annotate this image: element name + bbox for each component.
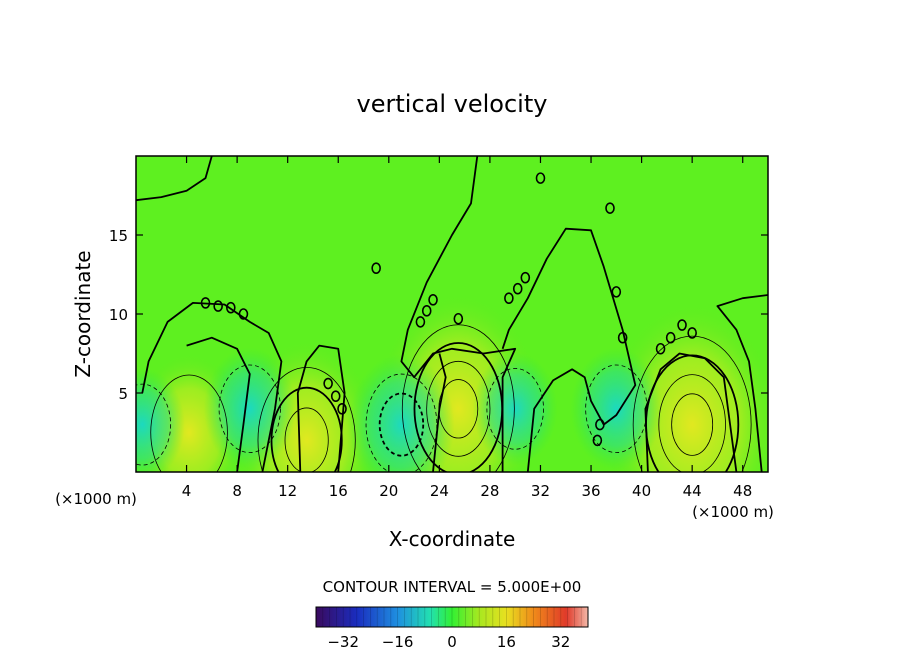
small-contour-loop (687, 327, 697, 339)
small-contour-loop (677, 319, 687, 331)
zero-contour (400, 156, 517, 472)
small-contour-loop (617, 331, 628, 344)
zero-contour (136, 156, 213, 202)
updraft-contour (270, 386, 343, 472)
zero-contour (501, 227, 637, 472)
small-contour-loop (213, 300, 223, 312)
updraft-contour (150, 374, 228, 472)
zero-contour (141, 302, 283, 472)
updraft-contour (426, 360, 491, 457)
downdraft-contour (136, 383, 172, 466)
small-contour-loop (655, 342, 666, 355)
colorbar-tick-label: −32 (327, 633, 359, 651)
small-contour-loop (605, 202, 615, 214)
x-tick-label: 16 (329, 482, 348, 500)
small-contour-loop (371, 262, 381, 274)
downdraft-shading (136, 367, 185, 472)
x-unit-label-left: (×1000 m) (55, 490, 137, 508)
downdraft-contour (365, 373, 438, 472)
zero-contour (296, 344, 346, 472)
downdraft-contour (218, 364, 281, 454)
y-tick-label: 5 (118, 385, 128, 403)
x-tick-label: 40 (632, 482, 651, 500)
small-contour-loop (428, 293, 438, 306)
colorbar-tick-label: 16 (497, 633, 516, 651)
x-unit-label-right: (×1000 m) (692, 503, 774, 521)
small-contour-loop (504, 292, 514, 305)
x-tick-label: 28 (480, 482, 499, 500)
contour-interval-label: CONTOUR INTERVAL = 5.000E+00 (323, 578, 582, 596)
small-contour-loop (415, 316, 426, 328)
small-contour-loop (200, 297, 211, 309)
downdraft-shading (203, 347, 296, 471)
small-contour-loop (512, 282, 523, 295)
updraft-contour (632, 335, 752, 472)
small-contour-loop (535, 172, 546, 184)
zero-contour (432, 353, 447, 472)
colorbar-tick-label: 32 (551, 633, 570, 651)
colorbar-tick-label: −16 (382, 633, 414, 651)
x-tick-label: 32 (531, 482, 550, 500)
small-contour-loop (665, 331, 676, 344)
small-contour-loop (595, 418, 605, 431)
small-contour-loop (337, 402, 347, 415)
x-tick-label: 44 (683, 482, 702, 500)
small-contour-loop (421, 305, 432, 317)
zero-contour (644, 352, 738, 472)
x-axis-label: X-coordinate (389, 527, 516, 551)
y-axis-label: Z-coordinate (71, 250, 95, 377)
x-tick-label: 48 (733, 482, 752, 500)
small-contour-loop (453, 312, 464, 325)
x-tick-label: 8 (232, 482, 242, 500)
small-contour-loop (520, 271, 531, 284)
colorbar-gradient (315, 606, 589, 628)
downdraft-shading (570, 347, 663, 471)
x-tick-label: 4 (182, 482, 192, 500)
small-contour-loop (226, 301, 236, 314)
y-tick-label: 15 (109, 227, 128, 245)
x-tick-label: 12 (278, 482, 297, 500)
downdraft-shading (348, 353, 455, 472)
zero-contour (716, 294, 768, 472)
chart-title: vertical velocity (357, 90, 548, 118)
colorbar-tick-label: 0 (447, 633, 457, 651)
small-contour-loop (323, 377, 333, 390)
x-tick-label: 24 (430, 482, 449, 500)
x-tick-label: 20 (379, 482, 398, 500)
colorbar: −32 −16 0 16 32 (315, 606, 589, 651)
small-contour-loop (611, 286, 622, 298)
zero-contour (186, 336, 251, 472)
downdraft-shading (472, 352, 558, 466)
small-contour-loop (330, 390, 341, 402)
updraft-contour (401, 324, 515, 472)
x-tick-label: 36 (581, 482, 600, 500)
y-tick-label: 10 (109, 306, 128, 324)
downdraft-contour (486, 367, 544, 450)
small-contour-loop (592, 434, 603, 447)
small-contour-loop (238, 308, 249, 320)
downdraft-contour (585, 364, 648, 454)
updraft-contour (257, 367, 356, 472)
updraft-contour (671, 393, 714, 456)
updraft-contour (658, 374, 726, 472)
updraft-contour (284, 407, 329, 472)
